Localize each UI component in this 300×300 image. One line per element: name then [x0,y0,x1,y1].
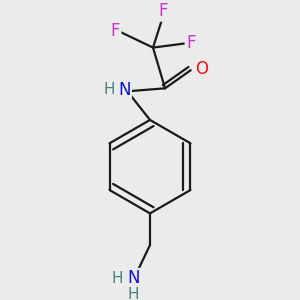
Text: F: F [186,34,195,52]
Text: H: H [103,82,115,97]
Text: F: F [111,22,120,40]
Text: O: O [195,60,208,78]
Text: N: N [118,81,130,99]
Text: N: N [127,269,140,287]
Text: H: H [128,287,139,300]
Text: H: H [111,271,123,286]
Text: F: F [159,2,168,20]
